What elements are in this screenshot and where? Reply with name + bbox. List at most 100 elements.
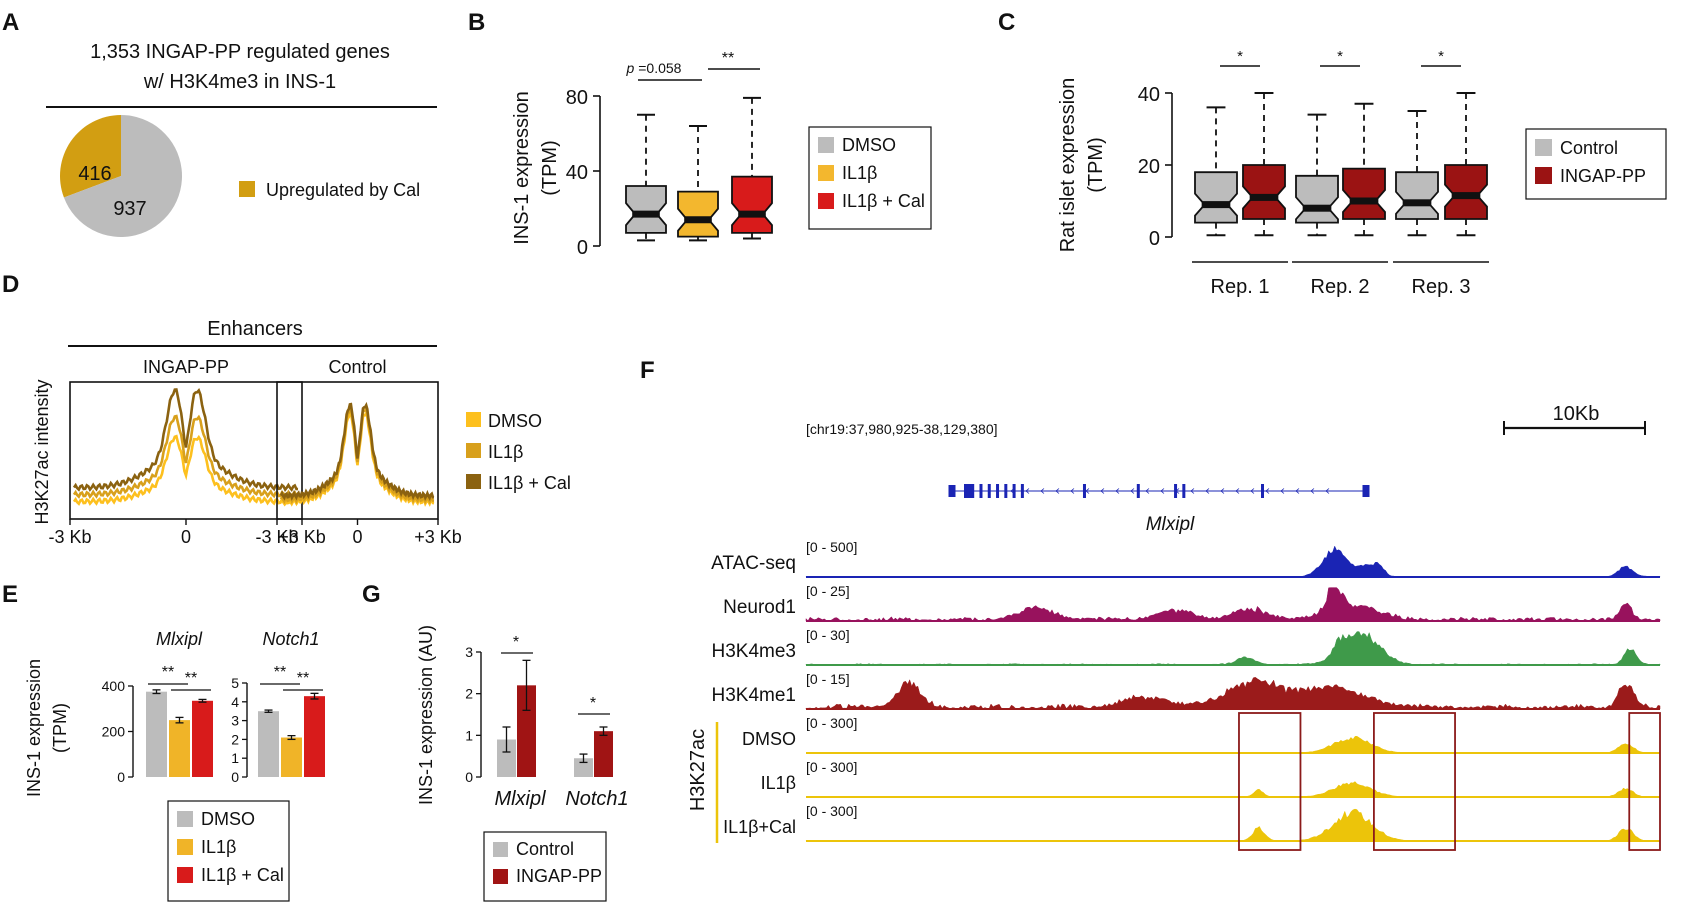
f-track-name-1: Neurod1: [723, 597, 796, 618]
c-y-tick-label-2: 40: [1138, 84, 1160, 106]
f-gene-chevron-3: [1055, 488, 1060, 494]
f-gene-exon-6: [1012, 484, 1016, 498]
panel-label-a: A: [2, 9, 19, 36]
pie-slice-937: [63, 115, 182, 237]
c-box-3-box: [1342, 167, 1386, 220]
c-legend-label-1: INGAP-PP: [1560, 166, 1646, 186]
f-gene-exon-3: [987, 484, 991, 498]
f-gene-name: Mlxipl: [1146, 514, 1195, 535]
f-track-name-0: ATAC-seq: [711, 553, 796, 574]
d-curve-ctrl-2: [279, 401, 435, 502]
b-legend-swatch-2: [818, 193, 834, 209]
f-highlight-box-1: [1373, 712, 1456, 851]
e-ylabel-line2: (TPM): [50, 703, 70, 753]
b-legend-label-0: DMSO: [842, 135, 896, 155]
b-box-2-box: [731, 175, 773, 234]
g-category-label-1: Notch1: [565, 788, 628, 810]
f-track-range-0: [0 - 500]: [806, 539, 857, 555]
e-legend-label-1: IL1β: [201, 837, 236, 857]
b-box-1-median: [684, 216, 712, 224]
d-subplot-title-1: Control: [328, 357, 386, 377]
d-x-tick-label-1-2: +3 Kb: [414, 527, 462, 547]
g-category-label-0: Mlxipl: [494, 788, 546, 810]
b-legend-label-2: IL1β + Cal: [842, 191, 925, 211]
e-ylabel-line1: INS-1 expression: [24, 659, 44, 797]
pie-title-line1: 1,353 INGAP-PP regulated genes: [90, 41, 390, 63]
e-y-tick-label-0-1: 200: [102, 724, 126, 740]
c-box-5-box: [1444, 164, 1488, 220]
f-gene-exon-block: [964, 484, 972, 498]
c-star-label-2: *: [1438, 48, 1444, 65]
f-gene-exon-1: [971, 484, 975, 498]
f-gene-exon-11: [1182, 484, 1186, 498]
e-bar-1-1: [281, 737, 302, 777]
d-x-tick-label-1-1: 0: [352, 527, 362, 547]
f-track-name-3: H3K4me1: [712, 685, 797, 706]
f-track-signal-5: [805, 781, 1661, 798]
e-legend-label-2: IL1β + Cal: [201, 865, 284, 885]
b-legend-label-1: IL1β: [842, 163, 877, 183]
f-gene-exon-8: [1082, 484, 1086, 498]
panel-label-f: F: [640, 357, 655, 384]
g-y-tick-label-3: 3: [465, 644, 473, 660]
e-y-tick-label-1-1: 1: [231, 750, 239, 766]
e-y-tick-label-1-4: 4: [231, 694, 239, 710]
d-x-tick-label-0-2: +3 Kb: [278, 527, 326, 547]
c-box-4-box: [1395, 171, 1439, 220]
c-ylabel-line1: Rat islet expression: [1057, 78, 1079, 253]
f-track-signal-1: [805, 587, 1661, 622]
d-legend-label-0: DMSO: [488, 411, 542, 431]
b-y-tick-label-2: 80: [566, 87, 588, 109]
c-legend-label-0: Control: [1560, 138, 1618, 158]
c-box-2-box: [1295, 174, 1339, 224]
e-legend-swatch-1: [177, 839, 193, 855]
f-track-range-5: [0 - 300]: [806, 759, 857, 775]
c-star-label-1: *: [1337, 48, 1343, 65]
e-bar-0-0: [146, 691, 167, 777]
c-box-0-median: [1201, 201, 1231, 209]
panel-label-d: D: [2, 271, 19, 298]
e-y-tick-label-0-0: 0: [117, 769, 125, 785]
panel-a: 1,353 INGAP-PP regulated genes w/ H3K4me…: [46, 41, 437, 237]
e-y-tick-label-1-3: 3: [231, 713, 239, 729]
f-gene-exon-4: [996, 484, 1000, 498]
b-legend-swatch-0: [818, 137, 834, 153]
pie-slice-416: [60, 115, 121, 198]
pie-label-416: 416: [78, 163, 111, 185]
e-bar-1-0: [258, 711, 279, 777]
panel-f: [chr19:37,980,925-38,129,380] 10Kb Mlxipl A…: [687, 403, 1661, 851]
b-ylabel-line1: INS-1 expression: [511, 91, 533, 244]
d-legend-swatch-2: [466, 474, 481, 489]
d-curve-ingap-1: [72, 414, 299, 500]
b-box-0-median: [632, 210, 660, 218]
e-y-tick-label-0-2: 400: [102, 678, 126, 694]
c-legend-swatch-1: [1535, 167, 1552, 184]
b-y-tick-label-1: 40: [566, 162, 588, 184]
c-box-1-median: [1249, 193, 1279, 201]
panel-label-b: B: [468, 9, 485, 36]
panel-c: 0 20 40 Rat islet expression (TPM) Rep. 1 * Rep…: [1057, 48, 1667, 298]
f-gene-chevron-21: [1325, 488, 1330, 494]
panel-label-g: G: [362, 581, 381, 608]
f-gene-chevron-9: [1145, 488, 1150, 494]
d-curve-ingap-2: [72, 388, 299, 493]
f-track-signal-6: [805, 808, 1661, 842]
b-ylabel-line2: (TPM): [539, 140, 561, 196]
e-legend-swatch-2: [177, 867, 193, 883]
f-track-signal-4: [805, 736, 1661, 754]
e-bar-0-2: [192, 700, 213, 777]
c-box-2-median: [1302, 204, 1332, 212]
f-gene-exon-2: [979, 484, 983, 498]
f-gene-chevron-15: [1235, 488, 1240, 494]
f-gene-chevron-13: [1205, 488, 1210, 494]
pie-legend-swatch: [239, 181, 255, 197]
b-box-0-box: [625, 185, 667, 234]
g-ylabel: INS-1 expression (AU): [416, 625, 436, 805]
f-gene-exon-0: [948, 485, 956, 497]
e-legend-label-0: DMSO: [201, 809, 255, 829]
g-sig-star-0: *: [513, 634, 519, 651]
g-legend-label-0: Control: [516, 839, 574, 859]
f-gene-exon-5: [1004, 484, 1008, 498]
e-y-tick-label-1-2: 2: [231, 731, 239, 747]
